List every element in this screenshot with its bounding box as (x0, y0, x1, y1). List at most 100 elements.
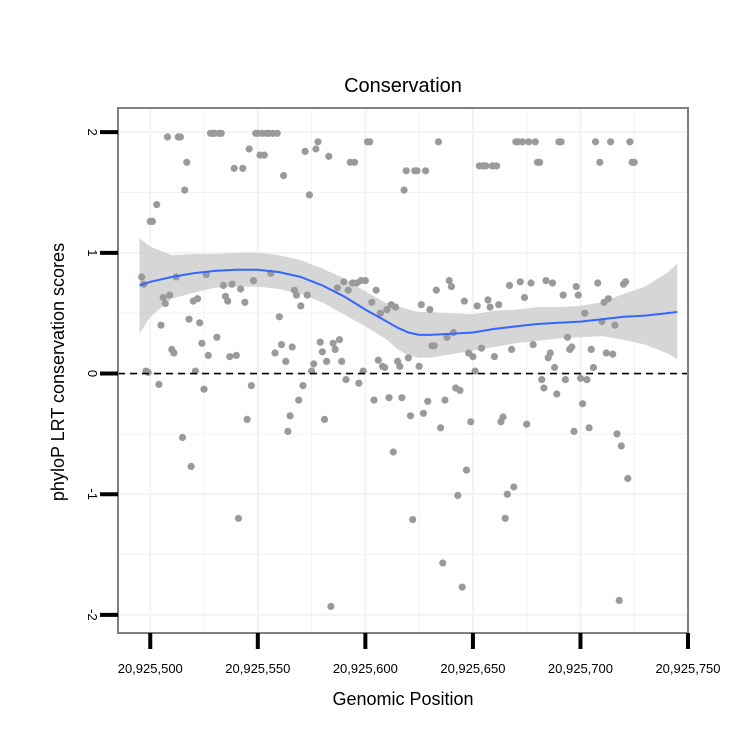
data-point (510, 483, 518, 491)
data-point (559, 291, 567, 299)
data-point (493, 162, 501, 170)
data-point (148, 217, 156, 225)
data-point (299, 382, 307, 390)
data-point (570, 427, 578, 435)
data-point (260, 151, 268, 159)
data-point (217, 129, 225, 137)
data-point (327, 602, 335, 611)
data-point (548, 279, 557, 287)
data-point (557, 138, 565, 146)
x-tick-label: 20,925,650 (440, 661, 505, 676)
data-point (176, 133, 184, 141)
data-point (622, 278, 630, 286)
data-point (198, 339, 206, 347)
data-point (501, 514, 509, 522)
x-axis-label: Genomic Position (332, 689, 473, 709)
data-point (441, 396, 449, 404)
data-point (615, 596, 623, 605)
data-point (484, 296, 492, 304)
data-point (232, 351, 240, 359)
data-point (508, 345, 516, 353)
data-point (333, 284, 341, 292)
data-point (503, 490, 511, 498)
data-point (282, 357, 290, 365)
data-point (155, 380, 163, 388)
data-point (469, 353, 477, 361)
data-point (462, 466, 471, 474)
data-point (292, 291, 301, 299)
data-point (271, 349, 279, 357)
data-point (430, 342, 438, 350)
data-point (372, 286, 380, 294)
data-point (295, 396, 303, 404)
data-point (310, 360, 318, 368)
data-point (181, 186, 189, 194)
data-point (602, 349, 610, 357)
data-point (355, 379, 363, 387)
data-point (178, 433, 187, 442)
data-point (434, 138, 443, 146)
data-point (241, 298, 249, 306)
data-point (579, 400, 587, 408)
confidence-ribbon-layer (139, 238, 678, 359)
data-point (338, 357, 346, 365)
data-point (366, 138, 374, 146)
data-point (426, 306, 434, 314)
x-axis: 20,925,500 20,925,550 20,925,600 20,925,650… (118, 633, 721, 676)
data-point (374, 356, 382, 364)
data-point (563, 333, 572, 341)
data-point (318, 348, 326, 356)
data-point (351, 158, 359, 166)
data-point (587, 345, 595, 353)
data-point (617, 442, 625, 450)
data-point (138, 273, 146, 281)
x-tick-label: 20,925,550 (225, 661, 290, 676)
data-point (329, 339, 337, 347)
y-tick-label: -1 (85, 488, 100, 500)
data-point (495, 301, 503, 309)
data-point (499, 413, 507, 421)
smooth-line (139, 268, 678, 336)
data-point (249, 277, 258, 285)
data-point (609, 350, 617, 358)
data-point (456, 386, 464, 394)
data-point (383, 306, 391, 314)
points-layer (138, 129, 638, 611)
data-point (219, 281, 227, 289)
data-point (144, 368, 152, 376)
data-point (284, 427, 292, 435)
data-point (243, 415, 251, 423)
data-point (454, 491, 462, 499)
data-point (424, 397, 432, 405)
data-point (159, 293, 167, 302)
data-point (157, 321, 165, 329)
data-point (323, 357, 331, 365)
panel-border (117, 107, 689, 634)
data-point (443, 333, 451, 341)
data-point (303, 291, 311, 299)
data-point (471, 367, 479, 375)
data-point (187, 462, 195, 470)
data-point (460, 297, 468, 305)
data-point (486, 303, 494, 311)
data-point (185, 315, 193, 323)
data-point (529, 341, 537, 349)
data-point (561, 376, 570, 384)
data-point (596, 158, 604, 166)
data-point (531, 138, 539, 146)
confidence-ribbon (139, 238, 678, 359)
data-point (325, 152, 333, 160)
data-point (553, 390, 561, 398)
data-point (381, 363, 389, 372)
data-point (224, 297, 232, 305)
data-point (630, 158, 638, 166)
data-point (447, 283, 455, 291)
data-point (576, 374, 585, 382)
data-point (153, 201, 161, 209)
data-point (585, 424, 593, 432)
data-point (226, 353, 234, 361)
data-point (376, 309, 384, 317)
data-point (204, 351, 212, 359)
x-tick-label: 20,925,750 (655, 661, 720, 676)
